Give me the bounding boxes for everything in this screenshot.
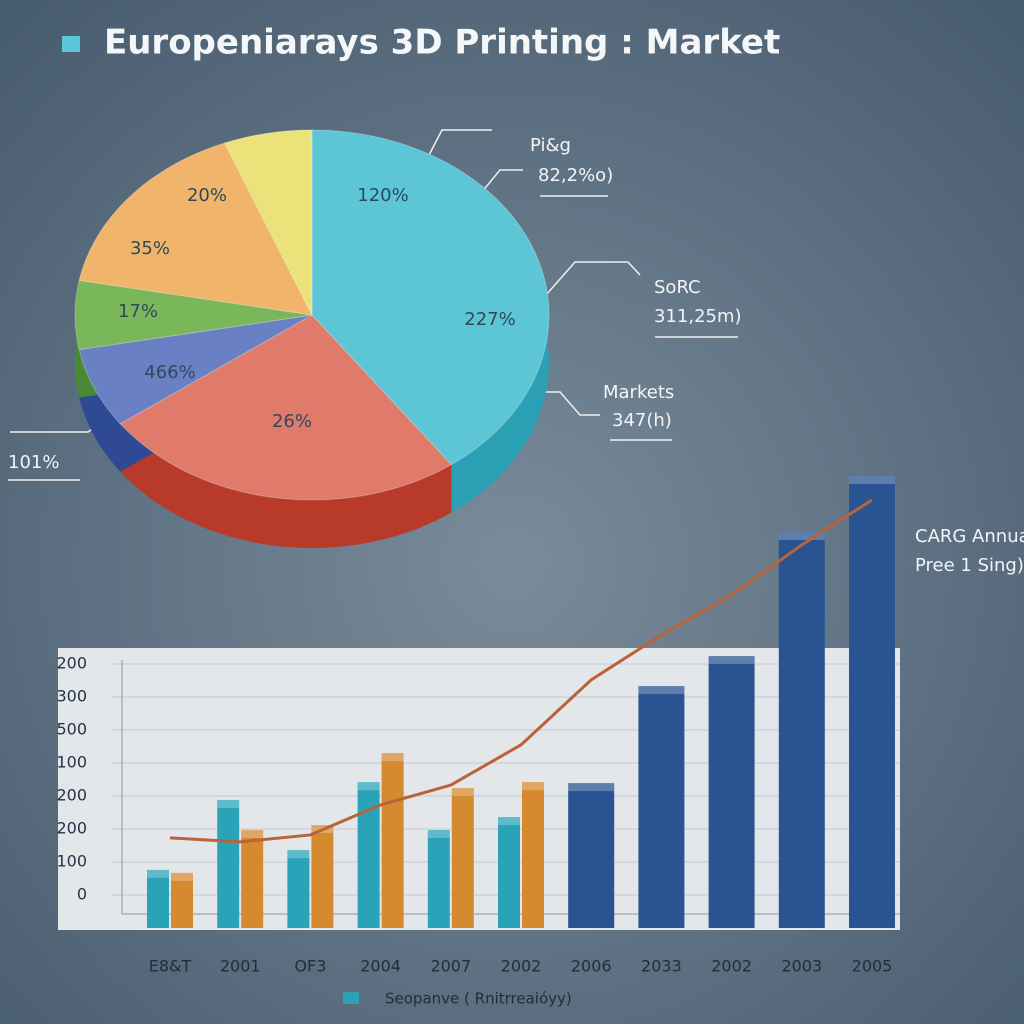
x-tick-label: 2005 <box>852 957 893 976</box>
bar-cap <box>498 817 520 826</box>
bar-cap <box>708 656 755 665</box>
bar <box>498 817 520 928</box>
y-tick-label: 100 <box>56 753 87 772</box>
trend-line <box>169 498 873 844</box>
bar <box>568 783 615 928</box>
bar <box>357 782 380 928</box>
bar-cap <box>241 829 264 838</box>
bar <box>147 869 169 928</box>
slice-label: 17% <box>118 301 158 322</box>
x-tick-label: 2004 <box>360 957 401 976</box>
bar <box>241 829 264 928</box>
y-tick-label: 200 <box>56 819 87 838</box>
bar-cap <box>451 788 474 797</box>
bar <box>217 799 240 928</box>
callout: 82,2%o) <box>538 165 613 186</box>
legend-swatch <box>343 992 359 1004</box>
bar-cap <box>357 782 380 791</box>
x-tick-label: 2033 <box>641 957 682 976</box>
bar-cap <box>522 782 544 791</box>
callout: 101% <box>8 452 59 473</box>
bar-cap <box>638 686 685 695</box>
x-tick-label: E8&T <box>149 957 192 976</box>
bar-cap <box>381 753 404 762</box>
slice-label: 20% <box>187 185 227 206</box>
bar-cap <box>171 872 193 881</box>
title-icon <box>62 36 80 52</box>
bar-cap <box>147 869 169 878</box>
x-tick-label: 2006 <box>571 957 612 976</box>
callout: SoRC <box>654 277 701 298</box>
bar <box>451 788 474 928</box>
bar-cap <box>217 799 240 808</box>
x-tick-label: OF3 <box>294 957 326 976</box>
plot-area <box>58 648 900 930</box>
bar-cap <box>778 532 825 540</box>
bar <box>638 686 685 928</box>
slice <box>119 314 453 501</box>
callout: 311,25m) <box>654 306 742 327</box>
bar <box>778 532 825 928</box>
bar <box>427 829 450 928</box>
slice <box>224 129 313 316</box>
bar-cap <box>287 850 310 859</box>
bar <box>849 475 895 928</box>
x-tick-label: 2002 <box>711 957 752 976</box>
legend-label: Seopanve ( Rnitrreaióyy) <box>385 990 572 1008</box>
callout: Pree 1 Sing) <box>915 555 1024 576</box>
x-tick-label: 2001 <box>220 957 261 976</box>
slice <box>78 314 313 425</box>
bar <box>287 850 310 928</box>
x-tick-label: 2003 <box>781 957 822 976</box>
slice <box>74 279 313 351</box>
bar-cap <box>849 475 895 484</box>
slice-label: 466% <box>144 362 195 383</box>
y-tick-label: 500 <box>56 720 87 739</box>
slice-label: 26% <box>272 411 312 432</box>
bar <box>522 782 544 928</box>
y-tick-label: 0 <box>77 885 87 904</box>
slice-label: 35% <box>130 238 170 259</box>
callout: Markets <box>603 382 674 403</box>
bar <box>311 825 334 928</box>
slice-label: 120% <box>357 185 408 206</box>
bar <box>708 656 755 928</box>
y-tick-label: 200 <box>56 654 87 673</box>
y-tick-label: 300 <box>56 687 87 706</box>
callout: Pi&g <box>530 135 571 156</box>
callout: 347(h) <box>612 410 672 431</box>
x-tick-label: 2007 <box>430 957 471 976</box>
y-tick-label: 100 <box>56 852 87 871</box>
bar <box>381 753 404 928</box>
slice <box>78 142 313 316</box>
bar-cap <box>568 783 615 792</box>
y-tick-label: 200 <box>56 786 87 805</box>
slice-label: 227% <box>464 309 515 330</box>
callout: CARG Annual <box>915 526 1024 547</box>
bar-cap <box>427 829 450 838</box>
title: Europeniarays 3D Printing : Market <box>104 23 780 63</box>
slice <box>311 129 550 466</box>
bar <box>171 872 193 928</box>
x-tick-label: 2002 <box>501 957 542 976</box>
slice-side <box>120 423 452 548</box>
